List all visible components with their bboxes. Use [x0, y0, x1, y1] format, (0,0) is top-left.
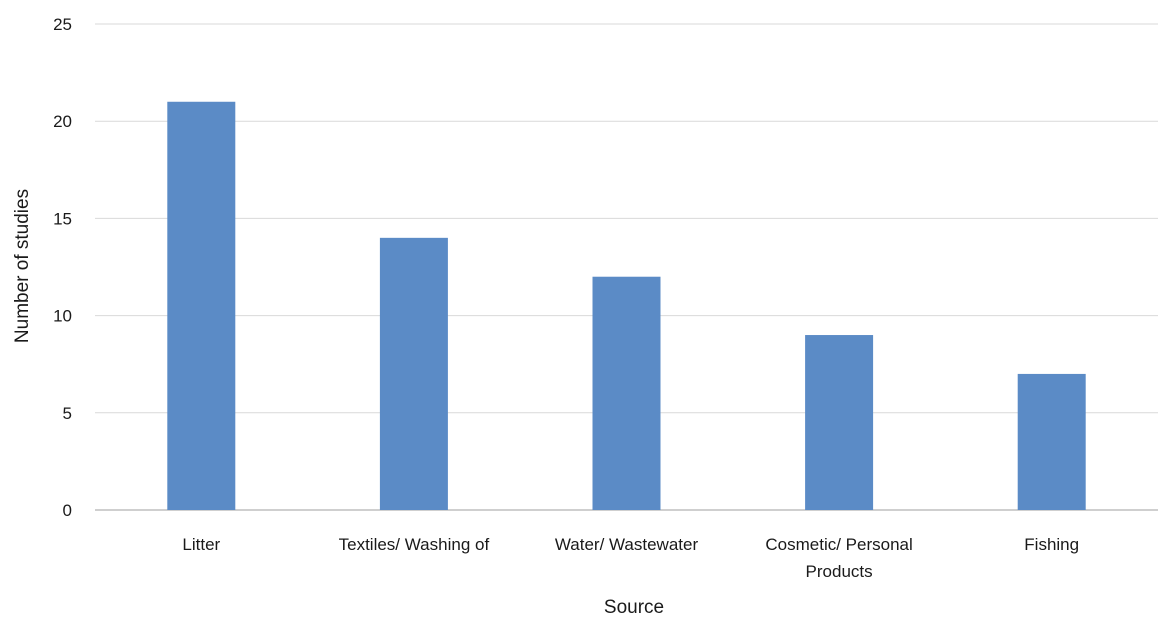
y-tick-label: 5: [63, 404, 72, 423]
bar: [592, 276, 661, 510]
x-category-label: Textiles/ Washing of: [339, 535, 490, 554]
x-category-label: Water/ Wastewater: [555, 535, 699, 554]
x-category-labels: Litter Textiles/ Washing of Water/ Wastewa…: [182, 535, 1079, 581]
y-tick-label: 25: [53, 15, 72, 34]
y-tick-label: 15: [53, 209, 72, 228]
x-category-label: Fishing: [1024, 535, 1079, 554]
x-axis-title: Source: [604, 597, 664, 618]
bar: [167, 101, 236, 510]
y-tick-label: 20: [53, 112, 72, 131]
y-tick-label: 10: [53, 307, 72, 326]
y-axis-title: Number of studies: [12, 189, 33, 343]
bar: [379, 237, 448, 510]
bar: [805, 335, 874, 510]
y-tick-labels: 0 5 10 15 20 25: [53, 15, 72, 520]
x-category-label: Cosmetic/ Personal: [765, 535, 912, 554]
bar: [1017, 373, 1086, 510]
x-category-label: Products: [806, 562, 873, 581]
y-tick-label: 0: [63, 501, 72, 520]
bars: [167, 101, 1086, 510]
x-category-label: Litter: [182, 535, 220, 554]
